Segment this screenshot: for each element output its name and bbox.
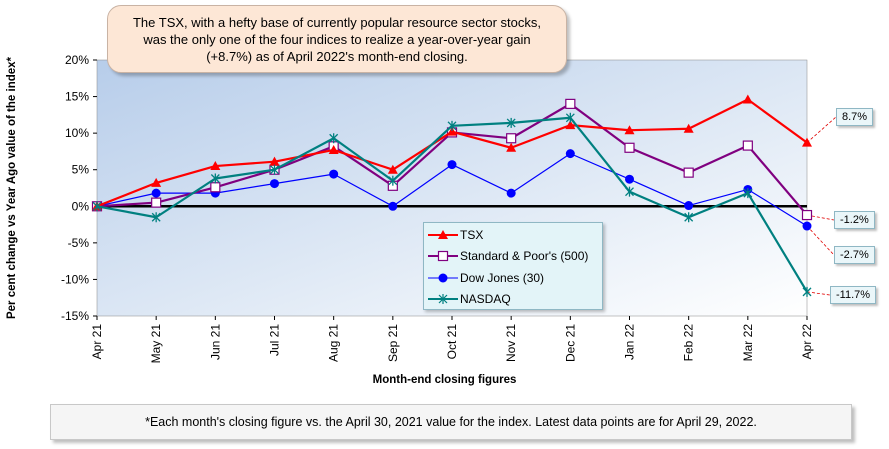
legend-swatch-sp500 xyxy=(428,251,458,262)
end-label-dow: -2.7% xyxy=(834,246,875,264)
x-tick-label: Oct 21 xyxy=(445,324,459,360)
x-tick-label: Sep 21 xyxy=(386,324,400,362)
data-point-dow xyxy=(506,188,516,198)
data-point-nasdaq xyxy=(802,286,812,297)
data-point-dow xyxy=(270,179,279,189)
x-tick-label: Apr 22 xyxy=(800,324,814,360)
data-point-nasdaq xyxy=(743,188,753,199)
x-tick-label: Dec 21 xyxy=(563,324,577,362)
legend-item-sp500: Standard & Poor's (500) xyxy=(424,246,602,268)
x-tick-label: Jul 21 xyxy=(268,324,282,356)
end-label-connector xyxy=(806,214,835,221)
data-point-nasdaq xyxy=(684,212,694,223)
end-label-nasdaq: -11.7% xyxy=(830,286,877,304)
y-tick-label: -15% xyxy=(61,309,89,323)
legend-swatch-tsx xyxy=(428,229,458,239)
y-tick-label: 10% xyxy=(65,126,89,140)
x-tick-label: Nov 21 xyxy=(504,324,518,362)
data-point-dow xyxy=(329,169,339,179)
series-tsx xyxy=(92,94,812,211)
data-point-dow xyxy=(447,160,457,170)
data-point-nasdaq xyxy=(210,173,220,184)
legend-label: Dow Jones (30) xyxy=(460,270,545,285)
data-point-nasdaq xyxy=(447,120,457,131)
x-tick-label: Apr 21 xyxy=(90,324,104,360)
data-point-tsx xyxy=(210,161,221,171)
x-tick-label: Feb 22 xyxy=(682,324,696,362)
legend-swatch-nasdaq xyxy=(428,294,458,305)
data-point-tsx xyxy=(565,120,576,130)
y-tick-label: -5% xyxy=(68,236,90,250)
x-tick-label: Aug 21 xyxy=(327,324,341,362)
data-point-nasdaq xyxy=(506,117,516,128)
y-tick-label: 0% xyxy=(72,199,90,213)
footnote: *Each month's closing figure vs. the Apr… xyxy=(50,404,852,440)
data-point-sp500 xyxy=(151,197,162,208)
y-tick-label: -10% xyxy=(61,272,89,286)
data-point-dow xyxy=(625,174,634,184)
data-point-sp500 xyxy=(683,167,694,178)
data-point-nasdaq xyxy=(329,133,339,144)
data-point-nasdaq xyxy=(151,212,161,223)
end-label-connector xyxy=(806,116,837,143)
legend-item-nasdaq: NASDAQ xyxy=(424,289,602,311)
y-axis-title: Per cent change vs Year Ago value of the… xyxy=(6,56,18,320)
legend-item-dow: Dow Jones (30) xyxy=(424,267,602,289)
data-point-nasdaq xyxy=(565,112,575,123)
y-tick-label: 5% xyxy=(72,163,90,177)
data-point-tsx xyxy=(624,125,635,135)
legend-label: Standard & Poor's (500) xyxy=(460,249,589,264)
chart-legend: TSX Standard & Poor's (500) Dow Jones (3… xyxy=(423,222,603,310)
data-point-sp500 xyxy=(801,209,813,221)
data-point-sp500 xyxy=(506,133,517,144)
x-tick-label: Mar 22 xyxy=(741,324,755,362)
data-point-tsx xyxy=(802,137,812,147)
callout-annotation: The TSX, with a hefty base of currently … xyxy=(107,5,567,73)
y-tick-label: 15% xyxy=(65,90,89,104)
data-point-sp500 xyxy=(742,140,753,151)
legend-swatch-dow xyxy=(428,273,458,283)
x-tick-label: May 21 xyxy=(149,324,163,364)
data-point-tsx xyxy=(447,126,457,136)
data-point-nasdaq xyxy=(388,175,398,186)
data-point-tsx xyxy=(683,123,694,133)
data-point-sp500 xyxy=(210,182,221,193)
data-point-tsx xyxy=(269,156,280,166)
data-point-nasdaq xyxy=(270,164,279,175)
data-point-tsx xyxy=(328,144,339,154)
data-point-tsx xyxy=(387,164,398,174)
data-point-nasdaq xyxy=(625,186,634,197)
data-point-dow xyxy=(802,221,812,231)
data-point-sp500 xyxy=(565,98,576,109)
x-tick-label: Jun 21 xyxy=(208,324,222,360)
end-label-connector xyxy=(806,291,831,296)
end-label-sp500: -1.2% xyxy=(834,211,875,229)
data-point-dow xyxy=(388,201,398,211)
legend-label: TSX xyxy=(460,227,484,242)
x-tick-label: Jan 22 xyxy=(623,324,637,360)
data-point-tsx xyxy=(151,177,162,187)
y-tick-label: 20% xyxy=(65,53,89,67)
data-point-tsx xyxy=(742,94,753,104)
end-label-connector xyxy=(806,225,835,256)
data-point-tsx xyxy=(506,142,517,152)
data-point-nasdaq xyxy=(92,201,102,212)
series-nasdaq xyxy=(92,112,812,297)
end-label-tsx: 8.7% xyxy=(836,108,874,126)
legend-label: NASDAQ xyxy=(460,292,511,307)
legend-item-tsx: TSX xyxy=(424,224,602,246)
x-axis-title: Month-end closing figures xyxy=(372,374,517,386)
data-point-dow xyxy=(684,201,694,211)
data-point-dow xyxy=(151,188,161,198)
data-point-sp500 xyxy=(624,142,635,153)
data-point-dow xyxy=(565,149,575,159)
